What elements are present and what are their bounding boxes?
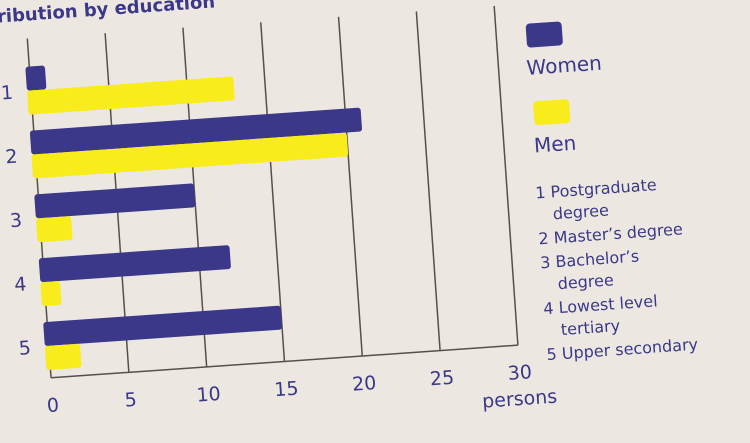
x-tick-label-10: 10: [196, 383, 222, 407]
bar-men-5: [45, 343, 82, 370]
x-axis-label: persons: [481, 386, 557, 413]
legend-label-men: Men: [533, 130, 577, 158]
bar-women-4: [38, 245, 231, 283]
category-label-3: 3: [9, 209, 23, 232]
bar-women-5: [43, 305, 283, 346]
bar-men-4: [40, 281, 62, 307]
x-tick-label-0: 0: [46, 394, 60, 417]
x-tick-label-5: 5: [124, 389, 138, 412]
gridline-x-20: [337, 16, 364, 357]
gridline-x-30: [493, 5, 519, 346]
key-item-1-cont: degree: [552, 200, 610, 224]
category-label-2: 2: [5, 146, 19, 169]
bar-men-1: [27, 76, 235, 115]
gridline-x-15: [259, 22, 286, 362]
bar-men-2: [31, 132, 349, 179]
legend-swatch-women: [525, 21, 564, 48]
bar-women-2: [29, 107, 363, 155]
x-tick-label-15: 15: [274, 378, 300, 402]
bar-women-3: [34, 183, 196, 219]
legend-swatch-men: [532, 98, 571, 126]
key-item-3-cont: degree: [557, 270, 615, 294]
x-tick-label-20: 20: [351, 372, 377, 396]
bar-men-3: [36, 216, 73, 243]
category-label-5: 5: [18, 337, 32, 360]
category-label-1: 1: [0, 82, 14, 105]
gridline-x-25: [415, 11, 441, 351]
x-tick-label-25: 25: [429, 367, 455, 391]
x-tick-label-30: 30: [507, 361, 533, 385]
category-label-4: 4: [14, 273, 28, 296]
x-axis: [50, 344, 518, 379]
bar-women-1: [25, 65, 47, 91]
